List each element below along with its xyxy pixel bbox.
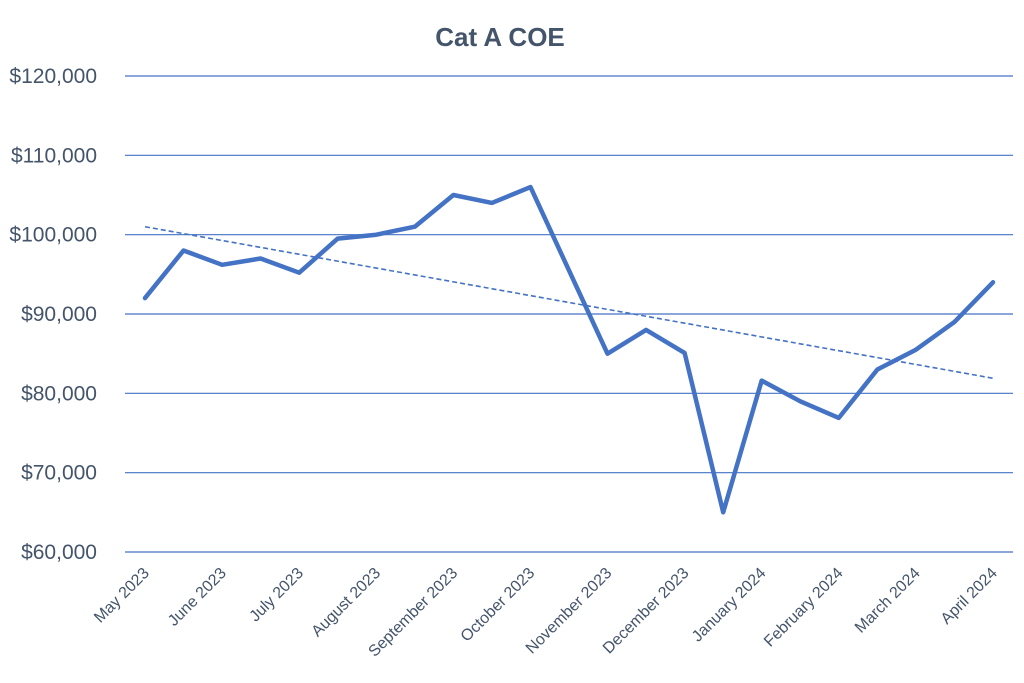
data-point	[335, 236, 340, 241]
data-point	[721, 510, 726, 515]
x-tick-label: March 2024	[852, 565, 924, 637]
x-tick-label: February 2024	[761, 565, 847, 651]
data-point	[528, 185, 533, 190]
y-tick-label: $110,000	[11, 144, 97, 167]
data-point	[258, 256, 263, 261]
x-tick-label: January 2024	[689, 565, 770, 646]
x-tick-label: May 2023	[91, 565, 153, 627]
x-tick-label: December 2023	[600, 565, 693, 658]
x-tick-label: October 2023	[458, 565, 539, 646]
data-point	[220, 262, 225, 267]
data-point	[798, 399, 803, 404]
gridlines	[125, 75, 1013, 553]
series-line-cat-a-coe	[142, 184, 996, 515]
y-tick-label: $120,000	[9, 65, 97, 88]
data-point	[644, 327, 649, 332]
chart-title: Cat A COE	[435, 22, 565, 52]
data-point	[913, 347, 918, 352]
x-tick-label: August 2023	[309, 565, 385, 641]
x-axis-tick-labels: May 2023 June 2023 July 2023 August 2023Sep…	[91, 565, 1001, 661]
data-point	[875, 367, 880, 372]
data-point	[605, 351, 610, 356]
x-tick-label: June 2023	[165, 565, 230, 630]
data-point	[759, 378, 764, 383]
y-tick-label: $70,000	[21, 462, 97, 485]
data-point	[181, 248, 186, 253]
y-axis-tick-labels: $60,000 $70,000 $80,000 $90,000 $100,000 $110…	[9, 65, 97, 564]
data-point	[991, 280, 996, 285]
y-tick-label: $100,000	[9, 224, 97, 247]
data-point	[412, 224, 417, 229]
data-point	[374, 232, 379, 237]
trendline	[144, 225, 994, 380]
data-point	[489, 200, 494, 205]
data-point	[836, 415, 841, 420]
data-point	[952, 319, 957, 324]
data-point	[682, 350, 687, 355]
y-tick-label: $80,000	[21, 382, 97, 405]
y-tick-label: $60,000	[21, 541, 97, 564]
y-tick-label: $90,000	[21, 303, 97, 326]
data-point	[567, 268, 572, 273]
data-point	[451, 193, 456, 198]
x-tick-label: July 2023	[247, 565, 308, 626]
data-point	[297, 270, 302, 275]
data-point	[143, 296, 148, 301]
x-tick-label: April 2024	[938, 565, 1001, 628]
